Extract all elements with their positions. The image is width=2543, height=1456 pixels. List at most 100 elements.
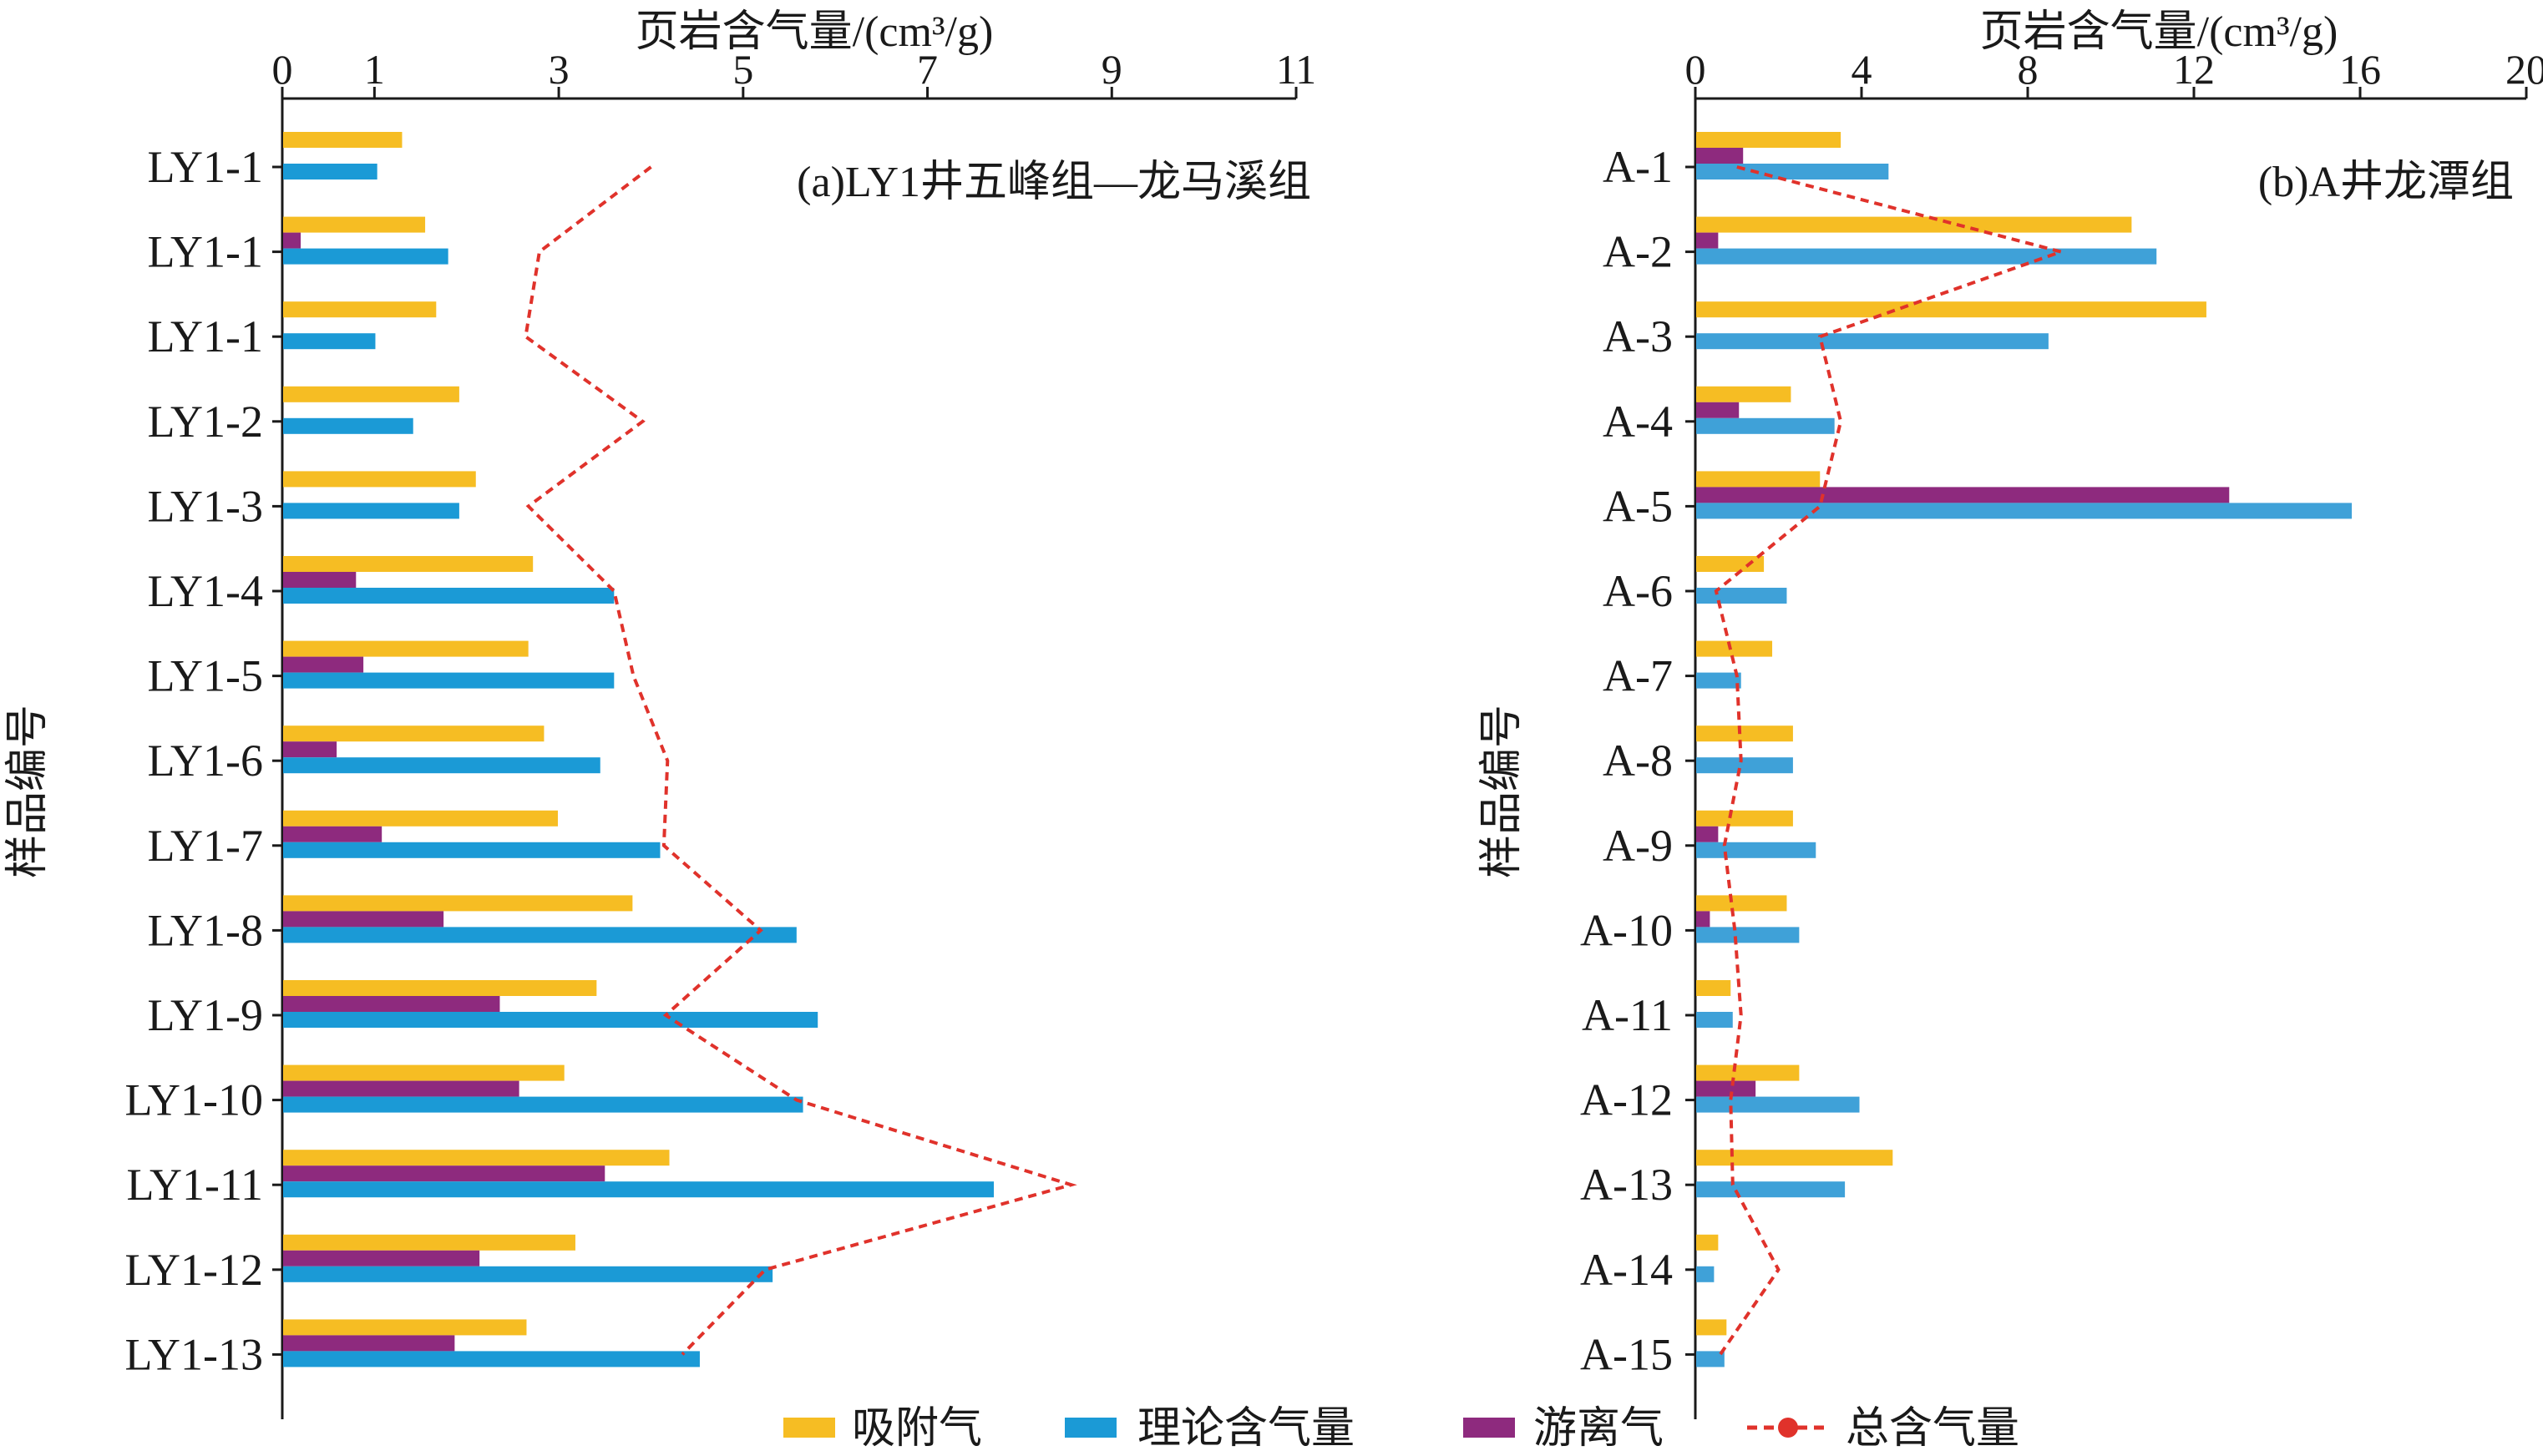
bar-adsorbed xyxy=(283,216,426,233)
y-category-label: LY1-1 xyxy=(147,142,263,192)
bar-free xyxy=(283,232,301,249)
bar-adsorbed xyxy=(1696,132,1841,148)
bar-theoretical xyxy=(1696,1351,1725,1368)
panel-b: 0 4 8 12 16 20 页岩含气量/(cm³/g) 样品编号 (b)A井龙潭组 A-1 A-2… xyxy=(1478,8,2543,1419)
bar-adsorbed xyxy=(283,980,597,996)
bar-adsorbed xyxy=(1696,216,2132,233)
bar-theoretical xyxy=(283,417,413,434)
x-tick-label: 5 xyxy=(732,46,753,93)
x-tick-label: 4 xyxy=(1852,46,1872,93)
y-category-label: A-4 xyxy=(1603,397,1673,447)
x-tick-label: 0 xyxy=(1685,46,1706,93)
bar-free xyxy=(283,996,500,1012)
bar-theoretical xyxy=(283,503,459,519)
bar-adsorbed xyxy=(1696,725,1793,742)
bar-adsorbed xyxy=(1696,386,1791,402)
panel-a: 0 1 3 5 7 9 11 页岩含气量/(cm³/g) 样品编号 (a)LY1井五峰组—龙马溪组… xyxy=(4,8,1316,1419)
bar-adsorbed xyxy=(1696,301,2206,318)
x-tick-label: 3 xyxy=(549,46,570,93)
bar-adsorbed xyxy=(283,725,545,742)
panel-title: (b)A井龙潭组 xyxy=(2258,159,2514,206)
bar-theoretical xyxy=(1696,927,1800,943)
y-category-label: LY1-1 xyxy=(147,311,263,361)
bar-free xyxy=(283,826,382,842)
bar-adsorbed xyxy=(283,1319,527,1336)
bar-free xyxy=(283,1335,455,1352)
y-category-label: LY1-2 xyxy=(147,397,263,447)
y-category-label: A-7 xyxy=(1603,651,1673,701)
y-category-label: A-8 xyxy=(1603,736,1673,786)
bar-free xyxy=(1696,148,1744,164)
bar-theoretical xyxy=(283,164,377,179)
bar-adsorbed xyxy=(1696,556,1765,572)
line-total xyxy=(524,165,1077,1356)
x-tick-label: 1 xyxy=(364,46,385,93)
y-category-label: LY1-12 xyxy=(124,1245,263,1295)
bar-adsorbed xyxy=(1696,1234,1719,1251)
x-tick-label: 0 xyxy=(272,46,293,93)
x-tick-label: 12 xyxy=(2173,46,2215,93)
bar-free xyxy=(283,1250,480,1266)
x-tick-label: 20 xyxy=(2505,46,2543,93)
bar-theoretical xyxy=(283,757,600,774)
x-tick-label: 9 xyxy=(1102,46,1122,93)
bar-adsorbed xyxy=(283,132,403,148)
y-category-label: LY1-1 xyxy=(147,227,263,277)
bar-theoretical xyxy=(283,1266,773,1282)
bar-adsorbed xyxy=(1696,980,1731,996)
bar-free xyxy=(283,1080,519,1097)
y-category-label: A-5 xyxy=(1603,481,1673,531)
y-axis-title: 样品编号 xyxy=(4,705,52,878)
y-axis-title: 样品编号 xyxy=(1478,705,1526,878)
panel-title: (a)LY1井五峰组—龙马溪组 xyxy=(797,159,1311,206)
bar-adsorbed xyxy=(283,301,437,318)
legend-label-free: 游离气 xyxy=(1533,1405,1664,1453)
x-axis-title: 页岩含气量/(cm³/g) xyxy=(1980,8,2338,56)
bar-free xyxy=(283,656,364,673)
bar-theoretical xyxy=(283,927,797,943)
bar-theoretical xyxy=(1696,672,1741,689)
x-tick-label: 16 xyxy=(2339,46,2381,93)
bar-free xyxy=(1696,232,1719,249)
bar-theoretical xyxy=(283,672,615,689)
y-category-label: A-13 xyxy=(1580,1160,1673,1210)
y-category-label: A-14 xyxy=(1580,1245,1673,1295)
bar-theoretical xyxy=(1696,164,1889,179)
bar-theoretical xyxy=(1696,248,2157,265)
y-category-label: LY1-4 xyxy=(147,566,263,616)
bar-adsorbed xyxy=(283,810,558,827)
bar-theoretical xyxy=(283,1351,700,1368)
legend-swatch-total-marker xyxy=(1778,1418,1798,1438)
y-category-label: A-12 xyxy=(1580,1075,1673,1125)
bar-adsorbed xyxy=(283,1234,575,1251)
x-tick-label: 11 xyxy=(1276,46,1316,93)
bar-theoretical xyxy=(1696,503,2353,519)
bar-free xyxy=(1696,911,1710,928)
bar-free xyxy=(283,741,337,758)
y-category-label: LY1-6 xyxy=(147,736,263,786)
legend-swatch-theoretical xyxy=(1065,1418,1117,1438)
bar-theoretical xyxy=(1696,417,1835,434)
bar-adsorbed xyxy=(1696,895,1787,912)
bar-free xyxy=(283,1165,605,1182)
bar-theoretical xyxy=(1696,842,1816,858)
y-category-label: A-11 xyxy=(1582,990,1673,1040)
legend-swatch-adsorbed xyxy=(783,1418,835,1438)
bar-free xyxy=(283,911,444,928)
y-category-label: LY1-13 xyxy=(124,1329,263,1379)
bar-free xyxy=(283,572,357,588)
bar-theoretical xyxy=(283,1181,995,1198)
bar-adsorbed xyxy=(1696,1319,1727,1336)
bar-free xyxy=(1696,1080,1756,1097)
y-category-label: LY1-5 xyxy=(147,651,263,701)
y-category-label: A-6 xyxy=(1603,566,1673,616)
bar-adsorbed xyxy=(1696,810,1793,827)
x-tick-label: 8 xyxy=(2018,46,2039,93)
y-category-label: LY1-3 xyxy=(147,481,263,531)
y-category-label: A-2 xyxy=(1603,227,1673,277)
bar-theoretical xyxy=(283,588,615,604)
bar-theoretical xyxy=(1696,1181,1846,1198)
bar-theoretical xyxy=(283,1012,818,1028)
bar-free xyxy=(1696,826,1719,842)
